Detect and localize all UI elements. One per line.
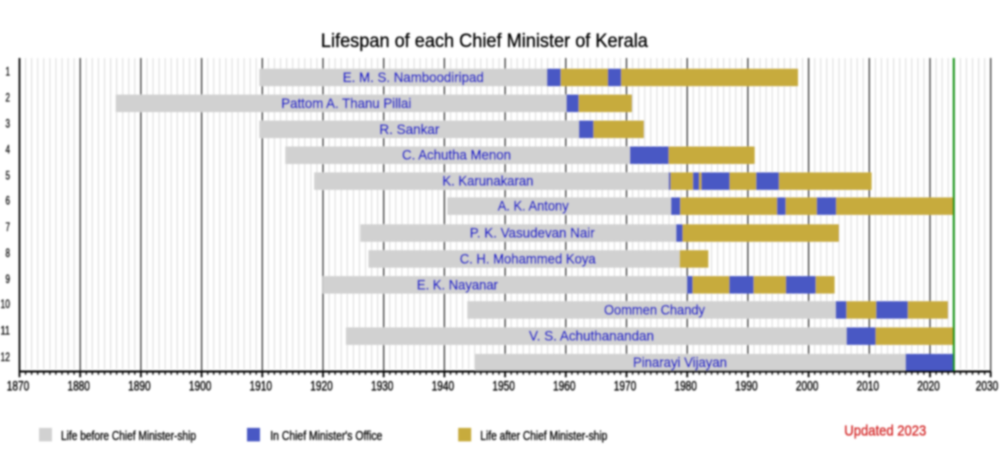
svg-text:1880: 1880 <box>67 379 90 394</box>
svg-text:Pinarayi Vijayan: Pinarayi Vijayan <box>633 354 727 370</box>
svg-text:2010: 2010 <box>857 379 880 394</box>
svg-text:4: 4 <box>6 142 11 156</box>
svg-text:Pattom A. Thanu Pillai: Pattom A. Thanu Pillai <box>281 95 411 111</box>
svg-text:12: 12 <box>1 350 11 364</box>
svg-text:Oommen Chandy: Oommen Chandy <box>604 301 705 317</box>
svg-text:1940: 1940 <box>432 379 455 394</box>
svg-text:Life before Chief Minister-shi: Life before Chief Minister-ship <box>61 429 196 443</box>
svg-text:1960: 1960 <box>553 379 576 394</box>
svg-text:C. H. Mohammed Koya: C. H. Mohammed Koya <box>460 250 596 266</box>
svg-text:R. Sankar: R. Sankar <box>379 121 439 137</box>
svg-text:2000: 2000 <box>796 379 819 394</box>
svg-text:K. Karunakaran: K. Karunakaran <box>442 173 533 189</box>
svg-text:11: 11 <box>1 323 11 337</box>
svg-text:1900: 1900 <box>189 379 212 394</box>
svg-text:1: 1 <box>6 65 11 79</box>
svg-text:6: 6 <box>6 193 11 207</box>
svg-text:2030: 2030 <box>976 379 999 394</box>
svg-text:1990: 1990 <box>735 379 758 394</box>
svg-text:1980: 1980 <box>674 379 697 394</box>
svg-text:Life after Chief Minister-ship: Life after Chief Minister-ship <box>480 429 607 443</box>
svg-text:1870: 1870 <box>7 379 30 394</box>
svg-text:1930: 1930 <box>371 379 394 394</box>
svg-text:In Chief Minister's Office: In Chief Minister's Office <box>270 429 382 443</box>
svg-text:Updated 2023: Updated 2023 <box>844 424 926 440</box>
svg-text:Lifespan of each Chief Ministe: Lifespan of each Chief Minister of Keral… <box>321 30 648 52</box>
svg-text:C. Achutha Menon: C. Achutha Menon <box>402 147 511 163</box>
svg-text:1970: 1970 <box>614 379 637 394</box>
svg-text:7: 7 <box>6 220 11 234</box>
svg-text:E. M. S. Namboodiripad: E. M. S. Namboodiripad <box>343 69 484 85</box>
svg-text:V. S. Achuthanandan: V. S. Achuthanandan <box>529 328 654 344</box>
svg-text:1950: 1950 <box>492 379 515 394</box>
svg-text:9: 9 <box>6 272 11 286</box>
svg-text:P. K. Vasudevan Nair: P. K. Vasudevan Nair <box>470 225 595 241</box>
svg-text:1910: 1910 <box>250 379 273 394</box>
svg-text:A. K. Antony: A. K. Antony <box>498 198 569 214</box>
svg-text:2: 2 <box>6 91 11 105</box>
svg-text:E. K. Nayanar: E. K. Nayanar <box>417 276 498 292</box>
svg-text:3: 3 <box>6 117 11 131</box>
svg-text:10: 10 <box>1 297 11 311</box>
svg-text:5: 5 <box>6 168 11 182</box>
svg-text:1890: 1890 <box>128 379 151 394</box>
svg-text:8: 8 <box>6 246 11 260</box>
svg-text:1920: 1920 <box>310 379 333 394</box>
svg-text:2020: 2020 <box>917 379 940 394</box>
